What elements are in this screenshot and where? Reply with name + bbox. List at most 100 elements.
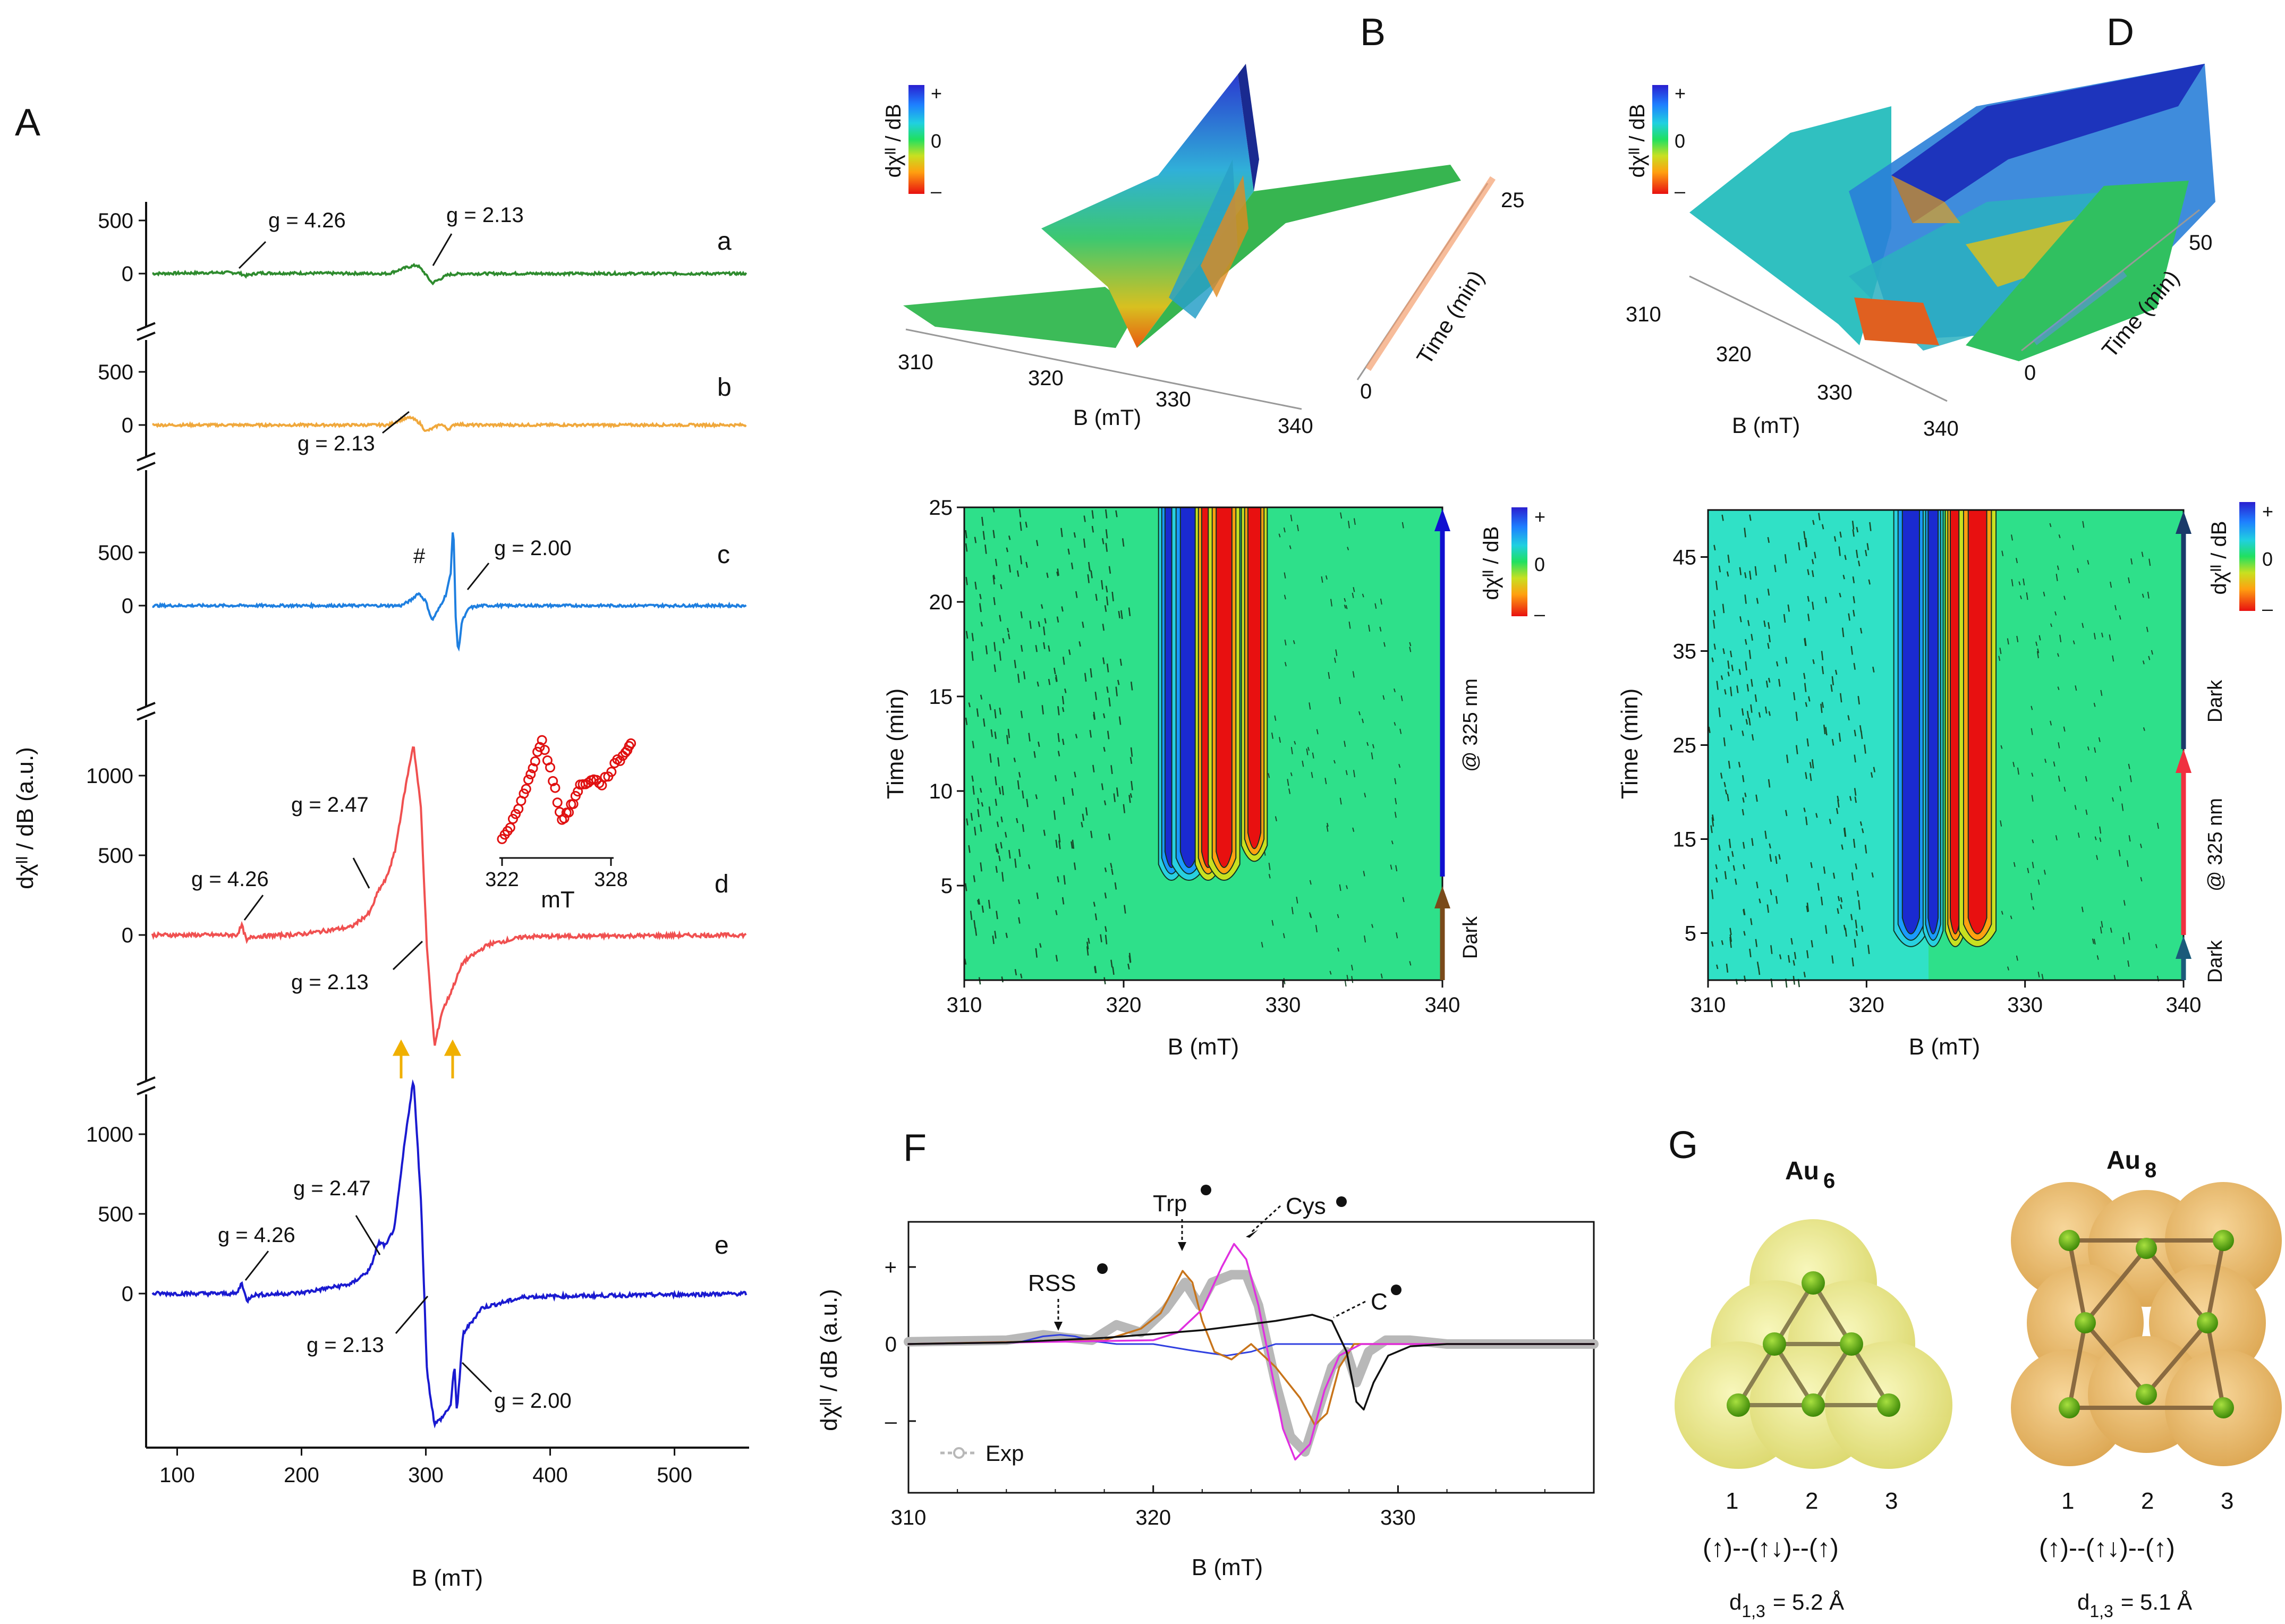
- panel-c-scale-zero: 0: [1534, 554, 1545, 575]
- inset-point: [548, 776, 558, 786]
- y-tick-label: 15: [1673, 828, 1697, 852]
- y-tick-label: 5: [1685, 922, 1696, 946]
- y-tick-label: 1000: [86, 764, 133, 788]
- annotation-rss: RSS: [1028, 1270, 1076, 1296]
- inset-point: [594, 778, 605, 788]
- panel-b-t-highlight: [1365, 176, 1496, 371]
- panel-b-scale-zero: 0: [931, 130, 941, 152]
- y-tick-label: 0: [122, 594, 133, 618]
- series-c: [907, 1314, 1595, 1411]
- au6-spin-config: (↑)--(↑↓)--(↑): [1703, 1534, 1839, 1562]
- y-tick-label: 500: [98, 209, 133, 233]
- panel-e-bands: [1893, 509, 1997, 947]
- trace-e: [151, 1079, 747, 1429]
- inset-point: [511, 809, 521, 819]
- annotation-b-g213: g = 2.13: [298, 432, 375, 455]
- au6-distance: d1,3 = 5.2 Å: [1729, 1589, 1844, 1621]
- panel-a-y-ticks: 0 500 0 500 0 500 0 500 1000 0 500 1000: [86, 209, 146, 1306]
- inset-point: [505, 822, 515, 833]
- inset-point: [528, 763, 538, 773]
- annotation-e-g426: g = 4.26: [218, 1223, 295, 1247]
- inset-point: [508, 814, 518, 824]
- panel-d-x-label: B (mT): [1732, 413, 1800, 438]
- au6-cluster: Au 6 1 2 3 (↑)--(↑↓)--(↑): [1675, 1157, 1952, 1621]
- panel-a: A 100 200 300 400 500 0 500 0 500 0 500 0 500 1000 0 5…: [12, 101, 749, 1591]
- au6-site-1: 1: [1726, 1488, 1738, 1514]
- inset-point: [525, 769, 536, 779]
- y-tick-label: 35: [1673, 640, 1697, 664]
- au8-label: Au 8: [2106, 1146, 2156, 1182]
- panel-c-x-label: B (mT): [1168, 1034, 1239, 1060]
- x-tick-label: 320: [1849, 993, 1884, 1017]
- panel-d-t-tick-0: 0: [2024, 361, 2036, 385]
- panel-c-phase-dark: Dark: [1459, 916, 1482, 959]
- x-tick-label: 500: [657, 1464, 692, 1487]
- y-tick-label: 15: [929, 685, 953, 709]
- heatmap-band-positive: [1901, 509, 1920, 934]
- panel-c-y-ticks: 5 10 15 20 25: [929, 496, 964, 898]
- x-tick-label: 320: [1135, 1506, 1171, 1529]
- inset-x-label: mT: [541, 887, 575, 913]
- y-tick-label: +: [885, 1256, 897, 1279]
- panel-c-phase-arrows: [1434, 509, 1450, 980]
- panel-b: B + 0 – dχᴵᴵ / dB 310 320 330 340 B (mT)…: [882, 11, 1525, 438]
- au8-spin-config: (↑)--(↑↓)--(↑): [2039, 1534, 2175, 1562]
- inset-point: [597, 780, 607, 790]
- trace-d: [151, 746, 747, 1046]
- annotation-cys: Cys: [1286, 1193, 1326, 1219]
- panel-f: F 310 320 330 +0– B (mT) dχᴵᴵ / dB (a.u.) …: [816, 1127, 1599, 1580]
- panel-e-phase-dark-1: Dark: [2204, 940, 2227, 983]
- y-tick-label: –: [885, 1410, 897, 1433]
- panel-f-legend: Exp: [940, 1441, 1024, 1466]
- panel-c-scale-label: dχᴵᴵ / dB: [1480, 526, 1503, 600]
- inset-point: [539, 745, 550, 755]
- heatmap-band-negative: [1967, 509, 1987, 934]
- panel-e-left-wash: [1708, 510, 1929, 980]
- panel-a-inset: 322 328 mT: [485, 735, 636, 913]
- panel-e-phase-arrows: [2176, 511, 2191, 980]
- au8-site-1: 1: [2061, 1488, 2074, 1514]
- panel-e-x-label: B (mT): [1909, 1034, 1980, 1060]
- inset-tick-328: 328: [594, 869, 627, 891]
- panel-b-x-label: B (mT): [1073, 405, 1141, 430]
- panel-d-scale-minus: –: [1675, 180, 1685, 202]
- spin-up-icon: ↑: [1711, 1534, 1724, 1562]
- y-tick-label: 1000: [86, 1123, 133, 1146]
- panel-b-x-axis: [905, 328, 1302, 410]
- panel-c-color-scale: [1511, 507, 1527, 616]
- inset-point: [573, 786, 583, 797]
- panel-b-surface: [903, 64, 1461, 348]
- panel-label-b: B: [1360, 11, 1386, 54]
- x-tick-label: 330: [1265, 993, 1301, 1017]
- inset-point: [545, 762, 556, 773]
- series-cys: [907, 1243, 1595, 1461]
- panel-d-t-highlight: [2033, 271, 2127, 345]
- spin-down-icon: ↓: [2107, 1534, 2120, 1562]
- panel-d-color-scale: [1652, 85, 1668, 194]
- heatmap-band-positive: [1927, 509, 1939, 934]
- y-tick-label: 20: [929, 591, 953, 614]
- x-tick-label: 330: [2007, 993, 2043, 1017]
- panel-e-y-label: Time (min): [1617, 688, 1643, 800]
- annotation-e-g247: g = 2.47: [293, 1177, 371, 1200]
- y-tick-label: 500: [98, 1203, 133, 1226]
- panel-e-phase-light: @ 325 nm: [2204, 798, 2227, 891]
- inset-point: [530, 756, 540, 767]
- spin-up-icon: ↑: [2154, 1534, 2167, 1562]
- au8-site-3: 3: [2221, 1488, 2233, 1514]
- inset-point: [537, 735, 547, 745]
- panel-b-x-tick-330: 330: [1156, 388, 1191, 411]
- annotation-e-g200: g = 2.00: [494, 1389, 572, 1413]
- au8-cluster: Au 8 1 2 3 (↑)--(↑↓): [2011, 1146, 2282, 1621]
- panel-b-color-scale: [908, 85, 924, 194]
- panel-b-z-label: dχᴵᴵ / dB: [882, 104, 905, 178]
- annotation-c-g200: g = 2.00: [494, 537, 572, 560]
- inset-point: [513, 804, 524, 814]
- panel-e-scale-plus: +: [2262, 500, 2273, 522]
- panel-e-phase-dark-2: Dark: [2204, 679, 2227, 722]
- annotation-a-g213: g = 2.13: [446, 203, 524, 227]
- panel-d-scale-zero: 0: [1675, 130, 1685, 152]
- panel-d-surface: [1689, 64, 2215, 361]
- panel-c-scale-plus: +: [1534, 506, 1545, 528]
